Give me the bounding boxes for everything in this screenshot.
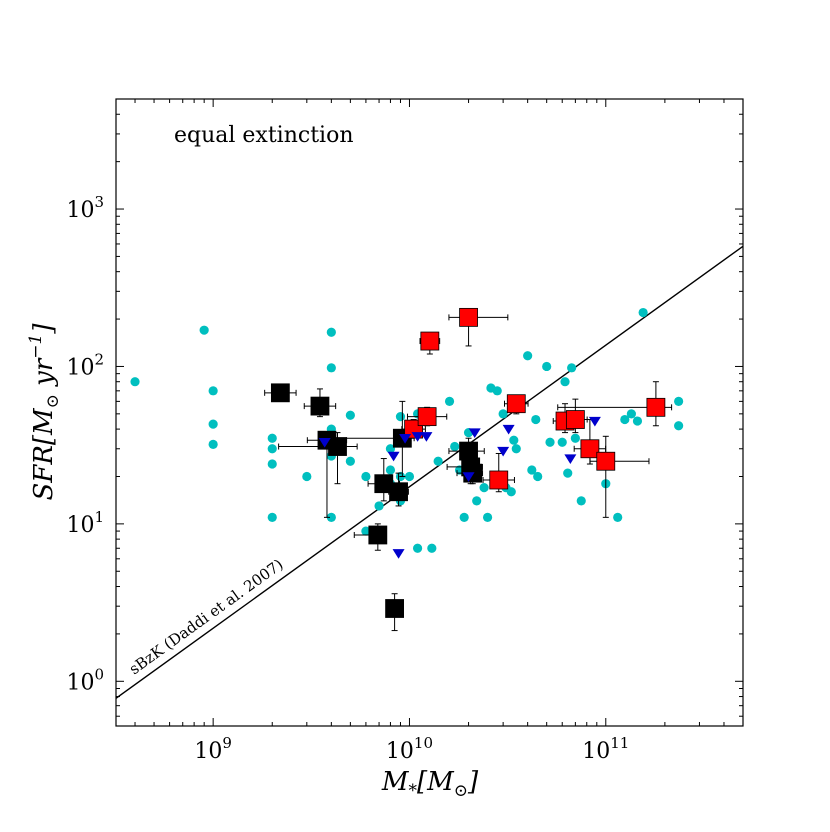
cyan-point bbox=[620, 414, 630, 425]
cyan-point bbox=[459, 512, 469, 522]
x-tick-label: 1011 bbox=[582, 734, 629, 764]
y-tick-label: 102 bbox=[66, 350, 104, 380]
cyan-point bbox=[361, 471, 371, 482]
cyan-point bbox=[374, 501, 384, 511]
y-tick-label: 103 bbox=[66, 193, 104, 223]
red-square-point bbox=[417, 407, 437, 427]
cyan-point bbox=[326, 512, 336, 522]
upper-limit-triangle bbox=[564, 454, 577, 464]
cyan-point bbox=[509, 435, 519, 445]
upper-limit-triangle bbox=[420, 432, 433, 442]
cyan-point bbox=[404, 471, 415, 482]
cyan-point bbox=[531, 414, 541, 425]
upper-limit-triangle bbox=[318, 438, 331, 448]
cyan-point bbox=[199, 325, 209, 335]
upper-limit-triangle bbox=[399, 434, 412, 444]
black-square-point bbox=[385, 599, 404, 618]
cyan-point bbox=[674, 396, 684, 406]
cyan-point bbox=[208, 439, 218, 449]
cyan-point bbox=[533, 471, 543, 482]
cyan-point bbox=[567, 363, 577, 373]
cyan-point bbox=[450, 441, 460, 452]
upper-limit-triangle bbox=[497, 446, 510, 457]
y-tick-label: 101 bbox=[66, 508, 104, 538]
upper-limit-triangle bbox=[387, 451, 400, 462]
cyan-point bbox=[479, 482, 489, 493]
cyan-point bbox=[557, 437, 567, 447]
red-square-point bbox=[646, 397, 666, 417]
black-square-point bbox=[270, 383, 290, 403]
y-axis-label: SFR[M⊙ yr−1] bbox=[26, 323, 63, 501]
red-square-point bbox=[580, 439, 600, 459]
cyan-point bbox=[412, 543, 423, 553]
cyan-point bbox=[545, 437, 555, 447]
black-square-point bbox=[310, 396, 330, 416]
cyan-point bbox=[326, 327, 336, 337]
black-square-point bbox=[368, 525, 388, 545]
cyan-point bbox=[576, 496, 586, 506]
cyan-point bbox=[472, 496, 482, 506]
red-square-point bbox=[506, 394, 526, 414]
cyan-point bbox=[563, 468, 573, 478]
upper-limit-triangle bbox=[411, 432, 424, 442]
cyan-point bbox=[674, 421, 684, 431]
cyan-point bbox=[267, 433, 277, 443]
cyan-point bbox=[632, 416, 643, 426]
black-square-point bbox=[328, 437, 347, 456]
cyan-point bbox=[613, 512, 623, 522]
cyan-point bbox=[511, 444, 521, 454]
cyan-point bbox=[560, 377, 570, 387]
cyan-point bbox=[527, 465, 537, 475]
cyan-point bbox=[385, 444, 396, 454]
upper-limit-triangle bbox=[392, 549, 405, 559]
annotation-label: equal extinction bbox=[174, 123, 354, 148]
x-axis-label: M*[M⊙] bbox=[381, 767, 479, 801]
cyan-point bbox=[302, 471, 312, 482]
cyan-point bbox=[345, 410, 355, 420]
x-tick-label: 109 bbox=[194, 734, 232, 764]
cyan-point bbox=[267, 512, 277, 522]
cyan-point bbox=[208, 419, 218, 429]
y-tick-label: 100 bbox=[66, 665, 104, 695]
black-square-point bbox=[459, 441, 478, 461]
upper-limit-triangle bbox=[502, 424, 515, 435]
cyan-point bbox=[638, 307, 648, 318]
cyan-point bbox=[267, 444, 277, 454]
x-tick-label: 1010 bbox=[386, 734, 433, 764]
cyan-point bbox=[433, 456, 443, 466]
cyan-point bbox=[542, 361, 552, 372]
cyan-point bbox=[523, 351, 533, 361]
cyan-point bbox=[395, 412, 406, 422]
red-square-point bbox=[596, 451, 616, 471]
cyan-point bbox=[482, 512, 493, 522]
cyan-point bbox=[626, 409, 636, 419]
cyan-point bbox=[506, 487, 516, 497]
cyan-point bbox=[361, 526, 371, 536]
cyan-point bbox=[427, 543, 437, 553]
red-square-point bbox=[489, 470, 509, 490]
cyan-point bbox=[385, 465, 396, 475]
cyan-point bbox=[444, 396, 455, 406]
cyan-point bbox=[498, 409, 508, 419]
cyan-point bbox=[570, 433, 580, 443]
upper-limit-triangle bbox=[588, 416, 601, 427]
cyan-point bbox=[267, 459, 277, 469]
cyan-point bbox=[208, 386, 218, 396]
cyan-point bbox=[326, 363, 336, 373]
black-square-point bbox=[389, 482, 408, 502]
sbzk-relation-line bbox=[115, 245, 744, 699]
red-square-point bbox=[420, 331, 440, 351]
red-square-point bbox=[565, 410, 585, 429]
cyan-point bbox=[345, 456, 355, 466]
upper-limit-triangle bbox=[468, 428, 481, 439]
red-square-point bbox=[459, 307, 478, 327]
upper-limit-triangle bbox=[462, 472, 475, 482]
cyan-point bbox=[130, 377, 140, 387]
cyan-point bbox=[492, 386, 502, 396]
